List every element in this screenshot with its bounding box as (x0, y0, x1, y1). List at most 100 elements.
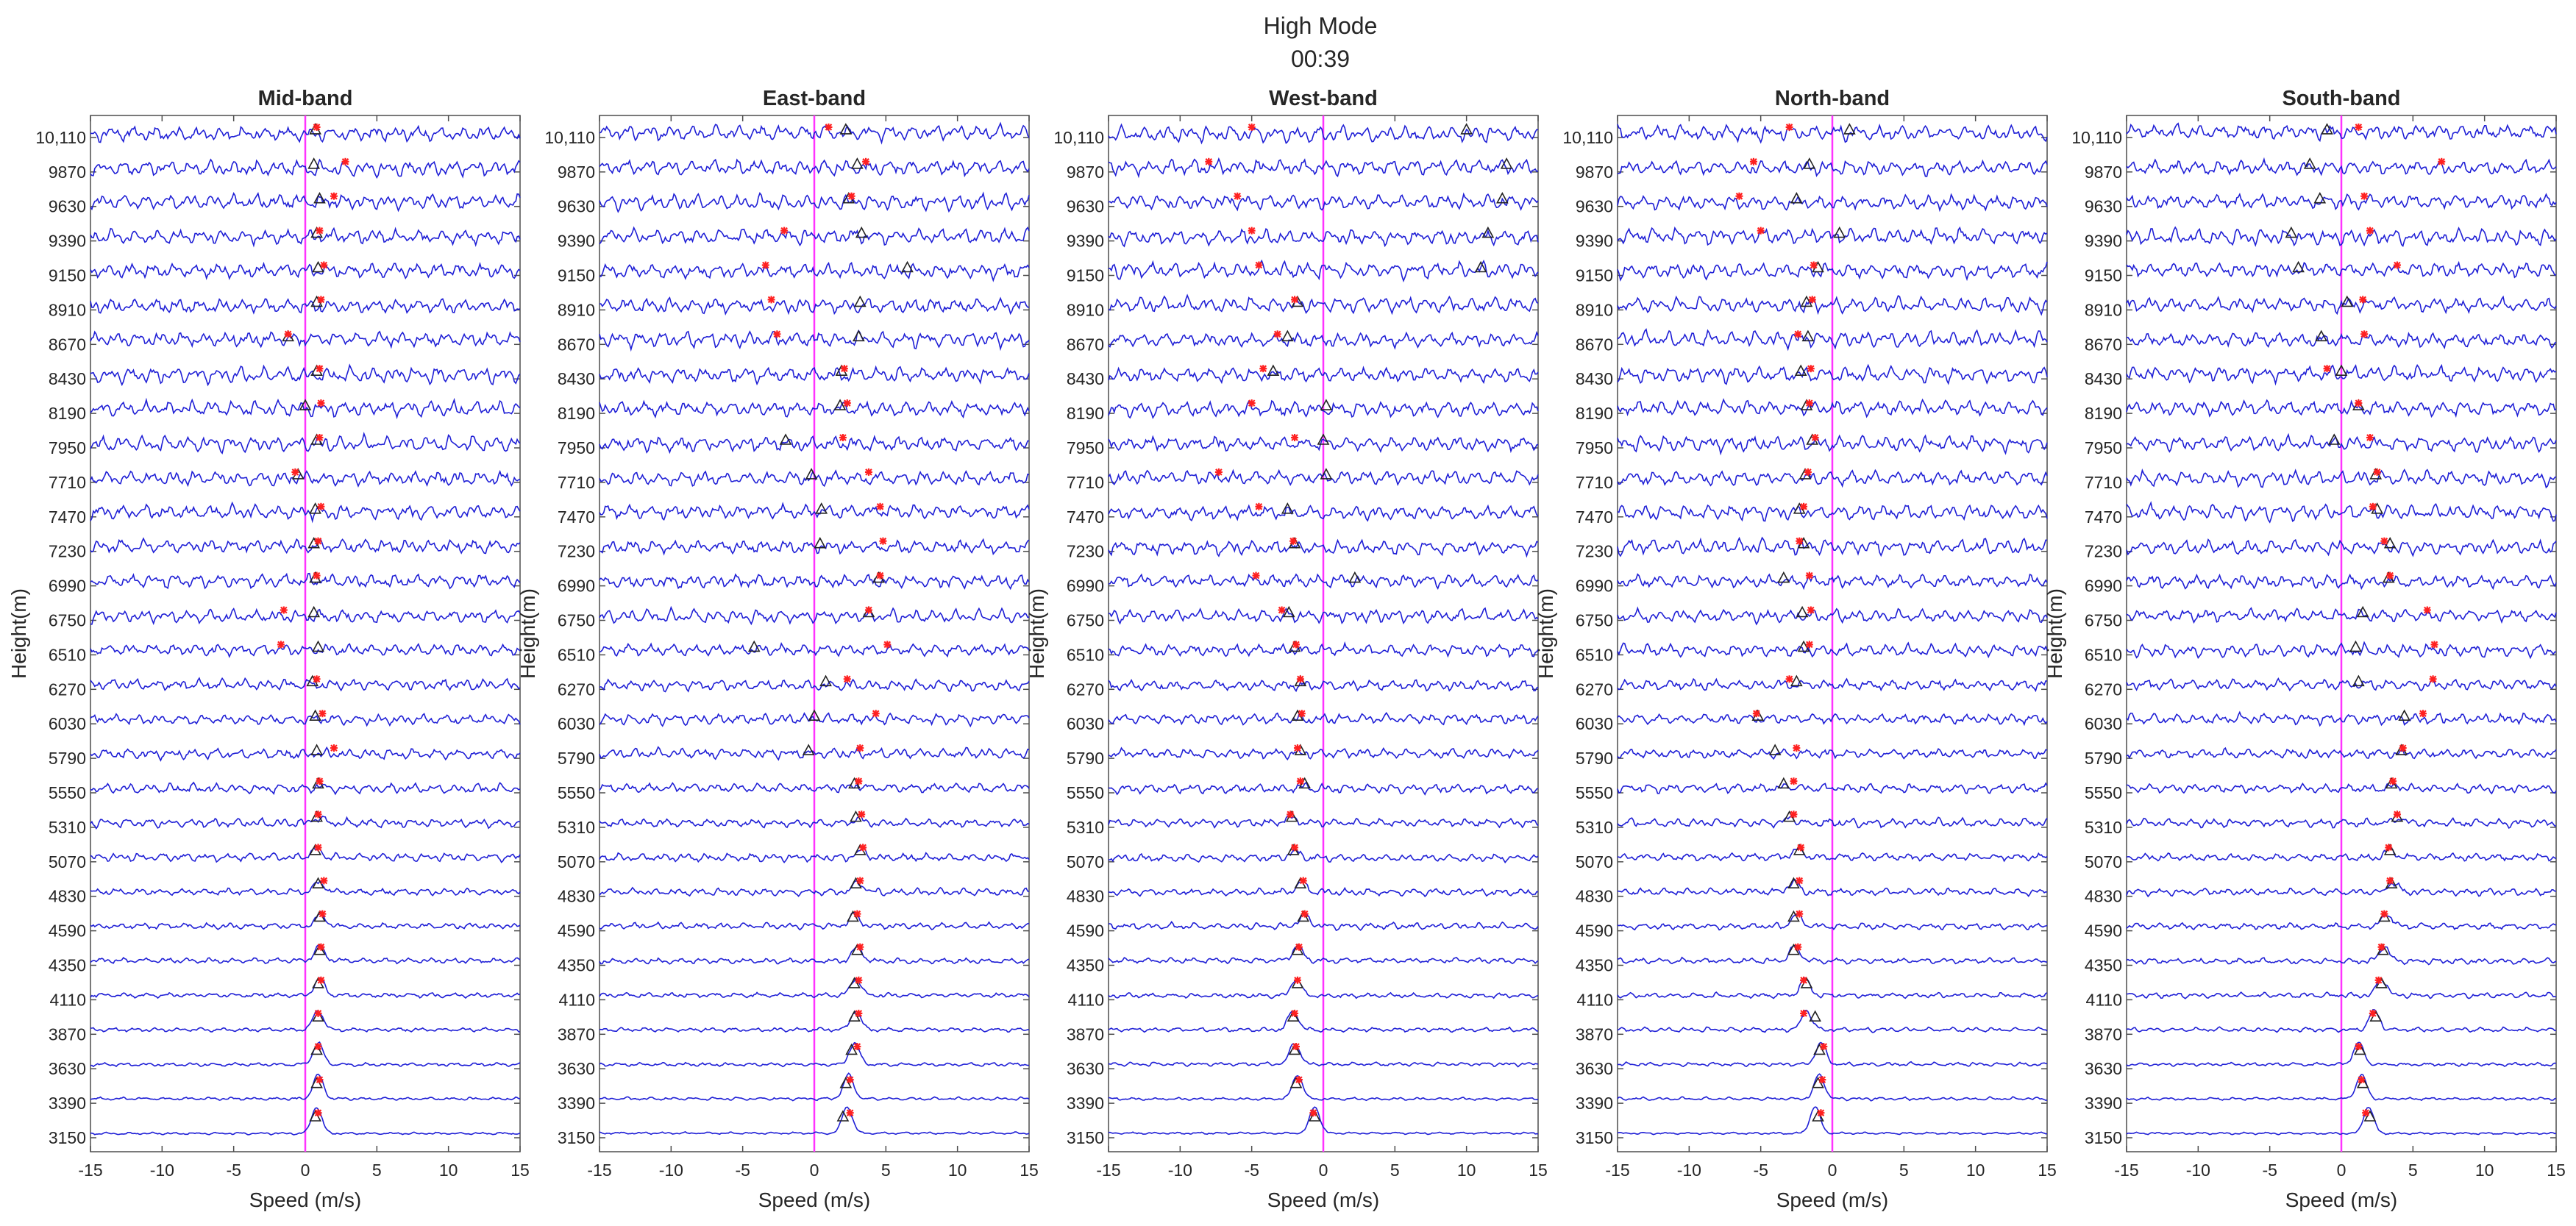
spectrum-trace (2126, 817, 2557, 830)
star-marker (1810, 261, 1818, 269)
spectrum-trace (90, 1107, 521, 1136)
star-marker (1292, 1043, 1301, 1050)
spectrum-trace (1617, 606, 2048, 626)
spectrum-trace (90, 298, 521, 315)
triangle-marker (313, 192, 326, 204)
x-tick-label: -15 (587, 1161, 611, 1180)
triangle-marker (1348, 571, 1362, 583)
star-marker (280, 606, 288, 614)
spectrum-trace (2126, 573, 2557, 591)
star-marker (1790, 777, 1798, 785)
triangle-marker (1297, 910, 1310, 922)
y-tick-label: 3630 (558, 1059, 595, 1078)
y-axis-label: Height(m) (2043, 588, 2066, 679)
triangle-marker (2303, 157, 2316, 169)
x-axis-label: Speed (m/s) (1267, 1188, 1380, 1211)
triangle-marker (1281, 329, 1294, 342)
triangle-marker (2353, 1043, 2366, 1055)
y-tick-label: 6990 (558, 577, 595, 596)
spectrum-trace (1617, 747, 2048, 760)
y-tick-label: 8910 (558, 300, 595, 319)
spectrum-trace (599, 944, 1030, 965)
spectrum-trace (2126, 260, 2557, 279)
y-tick-label: 5550 (49, 783, 86, 802)
star-marker (2366, 434, 2374, 441)
y-tick-label: 5550 (558, 783, 595, 802)
triangle-marker (307, 157, 321, 169)
spectrum-trace (1108, 123, 1539, 145)
spectrum-trace (1617, 434, 2048, 456)
spectrum-trace (1617, 713, 2048, 727)
y-tick-label: 8430 (558, 369, 595, 388)
y-tick-label: 6270 (2085, 680, 2122, 699)
spectrum-trace (1108, 293, 1539, 316)
star-marker (316, 777, 324, 785)
star-marker (1291, 1009, 1299, 1017)
y-tick-label: 8190 (558, 404, 595, 423)
x-tick-label: 5 (881, 1161, 891, 1180)
panel-north-band: North-band -15 -10 -5 0 5 10 15 Speed (m/s) Heigh… (1534, 87, 2057, 1211)
star-marker (1248, 399, 1256, 407)
y-tick-label: 7710 (558, 473, 595, 492)
star-marker (317, 399, 325, 407)
y-tick-label: 9630 (1067, 197, 1104, 216)
spectrum-trace (1617, 879, 2048, 897)
y-tick-label: 3630 (2085, 1059, 2122, 1078)
star-marker (2362, 1109, 2370, 1117)
triangle-marker (1794, 364, 1807, 376)
spectrum-trace (2126, 468, 2557, 489)
spectrum-trace (1617, 816, 2048, 829)
spectrum-trace (599, 158, 1030, 178)
triangle-marker (805, 468, 818, 480)
triangle-marker (1287, 1010, 1300, 1022)
y-tick-label: 9630 (49, 197, 86, 216)
y-tick-label: 10,110 (2071, 128, 2122, 147)
x-tick-label: 15 (2547, 1161, 2566, 1180)
triangle-marker (819, 674, 832, 687)
star-marker (1796, 877, 1804, 885)
star-marker (853, 1043, 861, 1050)
spectrum-trace (1108, 538, 1539, 558)
spectrum-trace (90, 261, 521, 280)
y-tick-label: 9870 (49, 163, 86, 182)
star-marker (314, 537, 322, 545)
spectrum-trace (1108, 192, 1539, 212)
triangle-marker (1481, 226, 1495, 238)
triangle-marker (1797, 640, 1810, 652)
triangle-marker (2363, 1110, 2377, 1122)
triangle-marker (2398, 709, 2410, 721)
star-marker (317, 502, 325, 510)
y-tick-label: 7470 (49, 507, 86, 527)
triangle-marker (1813, 1043, 1826, 1055)
spectrum-trace (2126, 946, 2557, 966)
triangle-marker (855, 226, 868, 238)
star-marker (314, 1009, 322, 1017)
star-marker (2389, 777, 2397, 785)
x-axis-label: Speed (m/s) (2285, 1188, 2398, 1211)
y-tick-label: 7230 (1576, 542, 1613, 561)
spectrum-trace (1617, 363, 2048, 385)
spectrum-trace (1108, 746, 1539, 760)
triangle-marker (2327, 433, 2341, 445)
spectrum-trace (2126, 295, 2557, 316)
y-tick-label: 3390 (1067, 1094, 1104, 1113)
star-marker (846, 1076, 854, 1084)
x-tick-label: 10 (948, 1161, 967, 1180)
star-marker (1800, 976, 1808, 984)
star-marker (1797, 844, 1805, 852)
triangle-marker (747, 640, 761, 652)
y-tick-label: 6510 (558, 645, 595, 664)
spectrum-trace (2126, 122, 2557, 143)
triangle-marker (1282, 605, 1295, 618)
x-axis-label: Speed (m/s) (249, 1188, 362, 1211)
star-marker (876, 502, 884, 510)
x-tick-label: 15 (2038, 1161, 2057, 1180)
spectrum-trace (1108, 944, 1539, 965)
y-tick-label: 6270 (558, 680, 595, 699)
x-tick-label: -5 (1244, 1161, 1259, 1180)
star-marker (291, 468, 299, 476)
spectrum-trace (2126, 432, 2557, 453)
y-tick-label: 4350 (1576, 956, 1613, 975)
spectrum-trace (2126, 677, 2557, 692)
spectrum-trace (1617, 468, 2048, 488)
